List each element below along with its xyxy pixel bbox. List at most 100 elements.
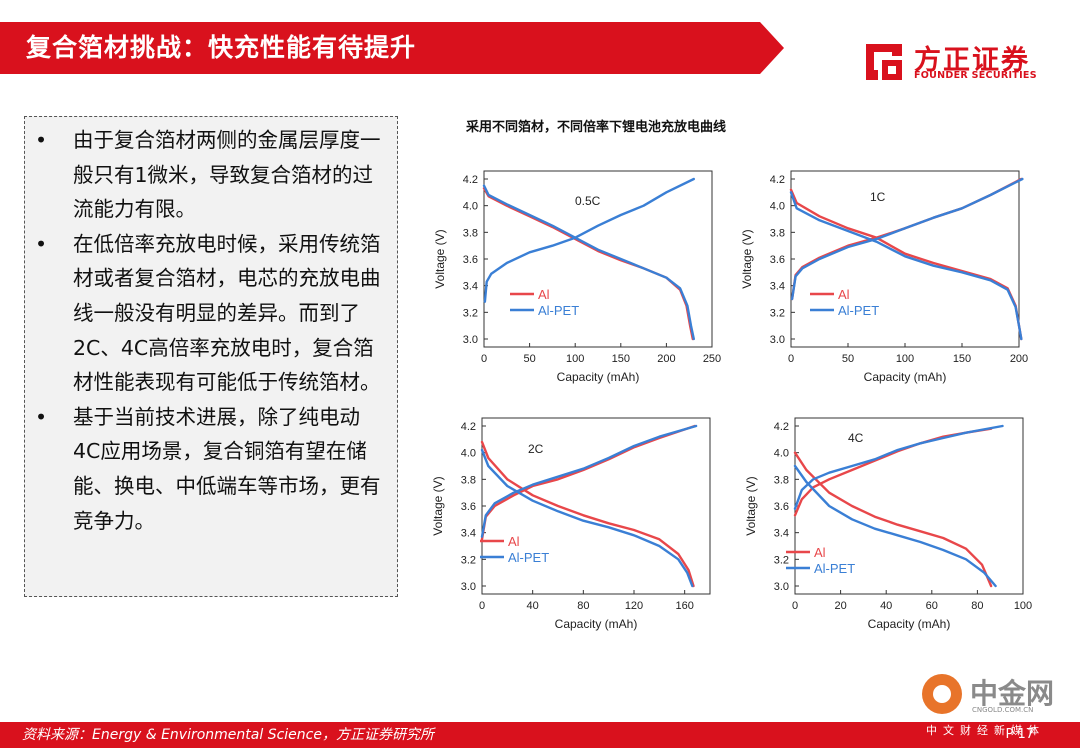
bullet-list: • 由于复合箔材两侧的金属层厚度一般只有1微米，导致复合箔材的过流能力有限。 •… (25, 117, 397, 538)
y-tick-label: 3.0 (774, 581, 789, 593)
legend-label: Al-PET (508, 550, 549, 565)
x-tick-label: 250 (703, 353, 721, 365)
y-tick-label: 4.0 (461, 448, 476, 460)
series-line-al-pet-discharge (789, 191, 1023, 341)
series-line-al-discharge (793, 451, 993, 588)
x-tick-label: 50 (523, 353, 535, 365)
y-tick-label: 4.2 (774, 421, 789, 433)
series-line-al-charge (480, 424, 696, 541)
logo-name-cn: 方正证券 (914, 45, 1030, 76)
plot-frame (481, 417, 711, 595)
y-tick-label: 4.0 (774, 448, 789, 460)
series-line-al-pet-charge (790, 177, 1024, 301)
x-tick-label: 50 (842, 353, 854, 365)
rate-label: 0.5C (575, 194, 601, 208)
x-axis-label: Capacity (mAh) (868, 617, 951, 631)
figure-title: 采用不同箔材，不同倍率下锂电池充放电曲线 (466, 120, 727, 135)
chart-panel-1c: 0 50 100 150 200 3.0 3.2 3.4 3.6 3.8 4.0 4.2 Capacit… (740, 170, 1028, 384)
y-tick-label: 4.2 (770, 174, 785, 186)
page-number: P 17 (1005, 727, 1034, 742)
legend-label: Al (508, 534, 520, 549)
x-tick-label: 80 (971, 600, 983, 612)
y-tick-label: 4.0 (463, 201, 478, 213)
x-tick-label: 0 (792, 600, 798, 612)
y-axis-label: Voltage (V) (740, 229, 754, 288)
watermark-subtitle: 中文财经新媒体 (926, 724, 1045, 737)
watermark-name: 中金网 (970, 677, 1055, 710)
y-tick-label: 3.4 (770, 281, 785, 293)
y-axis-label: Voltage (V) (433, 229, 447, 288)
y-tick-label: 3.0 (463, 334, 478, 346)
y-tick-label: 4.2 (463, 174, 478, 186)
bullet-item: • 由于复合箔材两侧的金属层厚度一般只有1微米，导致复合箔材的过流能力有限。 (25, 123, 397, 227)
y-tick-label: 3.6 (461, 501, 476, 513)
series-line-al-discharge (789, 188, 1023, 341)
page-title: 复合箔材挑战：快充性能有待提升 (26, 33, 417, 62)
y-tick-label: 3.2 (463, 307, 478, 319)
x-tick-label: 160 (675, 600, 693, 612)
series-line-al-pet-discharge (793, 464, 997, 588)
chart-panel-2c: 0 40 80 120 160 3.0 3.2 3.4 3.6 3.8 4.0 4.2 Capacity… (431, 417, 711, 631)
x-tick-label: 200 (1010, 353, 1028, 365)
watermark: 中金网 CNGOLD.COM.CN 中文财经新媒体 (922, 672, 1072, 737)
y-tick-label: 3.4 (463, 281, 478, 293)
x-tick-label: 200 (657, 353, 675, 365)
x-tick-label: 40 (527, 600, 539, 612)
bullet-marker: • (35, 404, 48, 429)
y-tick-label: 3.2 (770, 307, 785, 319)
x-tick-label: 120 (625, 600, 643, 612)
x-tick-label: 100 (1014, 600, 1032, 612)
x-axis-label: Capacity (mAh) (557, 370, 640, 384)
x-axis-label: Capacity (mAh) (864, 370, 947, 384)
series-line-al-pet-charge (483, 177, 695, 303)
x-tick-label: 100 (566, 353, 584, 365)
legend-label: Al-PET (814, 561, 855, 576)
x-tick-label: 100 (896, 353, 914, 365)
bullet-marker: • (35, 128, 48, 152)
y-axis-label: Voltage (V) (431, 476, 445, 535)
legend-label: Al (538, 287, 550, 302)
series-line-al-discharge (480, 440, 695, 588)
y-tick-label: 4.0 (770, 201, 785, 213)
founder-securities-logo: 方正证券 FOUNDER SECURITIES (862, 40, 1052, 84)
rate-label: 4C (848, 431, 864, 445)
y-tick-label: 3.8 (461, 474, 476, 486)
series-line-al-pet-discharge (482, 184, 695, 341)
y-tick-label: 3.6 (463, 254, 478, 266)
y-tick-label: 3.0 (461, 581, 476, 593)
y-axis-label: Voltage (V) (744, 476, 758, 535)
x-tick-label: 40 (880, 600, 892, 612)
x-tick-label: 150 (612, 353, 630, 365)
founder-logo-mark-icon (866, 44, 902, 80)
legend-label: Al-PET (838, 303, 879, 318)
logo-name-en: FOUNDER SECURITIES (914, 70, 1037, 81)
chart-panel-0.5c: 0 50 100 150 200 250 3.0 3.2 3.4 3.6 3.8 4.0 4.2 Capa… (433, 170, 721, 384)
x-tick-label: 20 (834, 600, 846, 612)
legend-label: Al (838, 287, 850, 302)
legend-label: Al-PET (538, 303, 579, 318)
series-line-al-discharge (482, 187, 694, 341)
y-tick-label: 3.0 (770, 334, 785, 346)
x-tick-label: 150 (953, 353, 971, 365)
x-tick-label: 0 (479, 600, 485, 612)
y-tick-label: 3.8 (770, 227, 785, 239)
y-tick-label: 3.8 (463, 227, 478, 239)
bullet-text: 由于复合箔材两侧的金属层厚度一般只有1微米，导致复合箔材的过流能力有限。 (73, 128, 381, 222)
x-tick-label: 60 (926, 600, 938, 612)
legend-label: Al (814, 545, 826, 560)
series-line-al-pet-charge (480, 424, 698, 538)
bullet-text: 在低倍率充放电时候，采用传统箔材或者复合箔材，电芯的充放电曲线一般没有明显的差异… (73, 231, 381, 395)
rate-label: 2C (528, 442, 544, 456)
y-tick-label: 3.2 (774, 554, 789, 566)
watermark-logo-icon (922, 674, 962, 714)
x-tick-label: 0 (788, 353, 794, 365)
x-axis-label: Capacity (mAh) (555, 617, 638, 631)
bullet-text: 基于当前技术进展，除了纯电动4C应用场景，复合铜箔有望在储能、换电、中低端车等市… (73, 404, 381, 533)
y-tick-label: 4.2 (461, 421, 476, 433)
bullet-text-box: • 由于复合箔材两侧的金属层厚度一般只有1微米，导致复合箔材的过流能力有限。 •… (24, 116, 398, 597)
y-tick-label: 3.4 (774, 528, 789, 540)
chart-panel-4c: 0 20 40 60 80 100 3.0 3.2 3.4 3.6 3.8 4.0 4.2 Capacit… (744, 417, 1032, 631)
bullet-item: • 在低倍率充放电时候，采用传统箔材或者复合箔材，电芯的充放电曲线一般没有明显的… (25, 227, 397, 400)
y-tick-label: 3.8 (774, 474, 789, 486)
